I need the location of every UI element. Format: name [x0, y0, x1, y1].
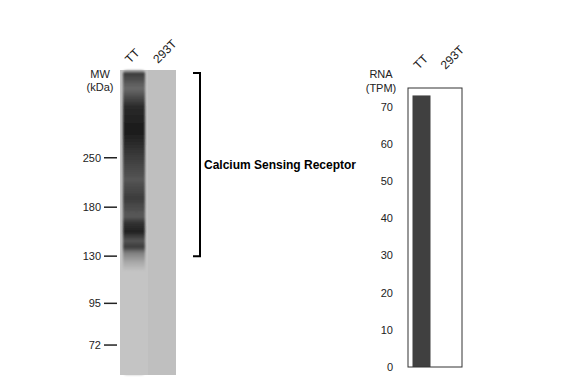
marker-label: 250 [83, 152, 101, 164]
marker-label: 180 [83, 201, 101, 213]
category-label: TT [411, 51, 432, 72]
y-tick-label: 10 [381, 324, 393, 336]
canvas: TT 293T MW(kDa) 250 180 130 95 72 Calcium Sensin… [0, 0, 582, 378]
y-tick-label: 0 [387, 361, 393, 373]
lane-label: TT [122, 45, 143, 66]
category-label: 293T [438, 42, 468, 72]
y-tick-label: 20 [381, 287, 393, 299]
mw-label: (kDa) [87, 81, 114, 93]
marker-label: 95 [89, 297, 101, 309]
marker-tick [104, 344, 117, 346]
lane-label: 293T [150, 36, 180, 66]
y-tick-label: 70 [381, 101, 393, 113]
y-tick-label: 40 [381, 212, 393, 224]
target-label: Calcium Sensing Receptor [204, 158, 356, 172]
blot-lane-bg [148, 70, 176, 375]
y-tick-label: 50 [381, 175, 393, 187]
marker-tick [104, 303, 117, 305]
bracket [193, 73, 200, 256]
y-tick-label: 60 [381, 138, 393, 150]
y-axis-label: RNA [369, 68, 393, 80]
marker-tick [104, 157, 117, 159]
y-axis-label: (TPM) [366, 82, 397, 94]
y-tick-label: 30 [381, 249, 393, 261]
blot-membrane [120, 70, 176, 375]
bar [413, 95, 431, 367]
mw-label: MW [90, 68, 110, 80]
marker-label: 130 [83, 250, 101, 262]
marker-tick [104, 206, 117, 208]
plot-frame [408, 88, 462, 367]
marker-label: 72 [89, 339, 101, 351]
bars [413, 95, 431, 367]
marker-tick [104, 255, 117, 257]
blot-smear [123, 70, 145, 375]
figure: TT 293T MW(kDa) 250 180 130 95 72 Calcium Sensin… [0, 0, 582, 378]
